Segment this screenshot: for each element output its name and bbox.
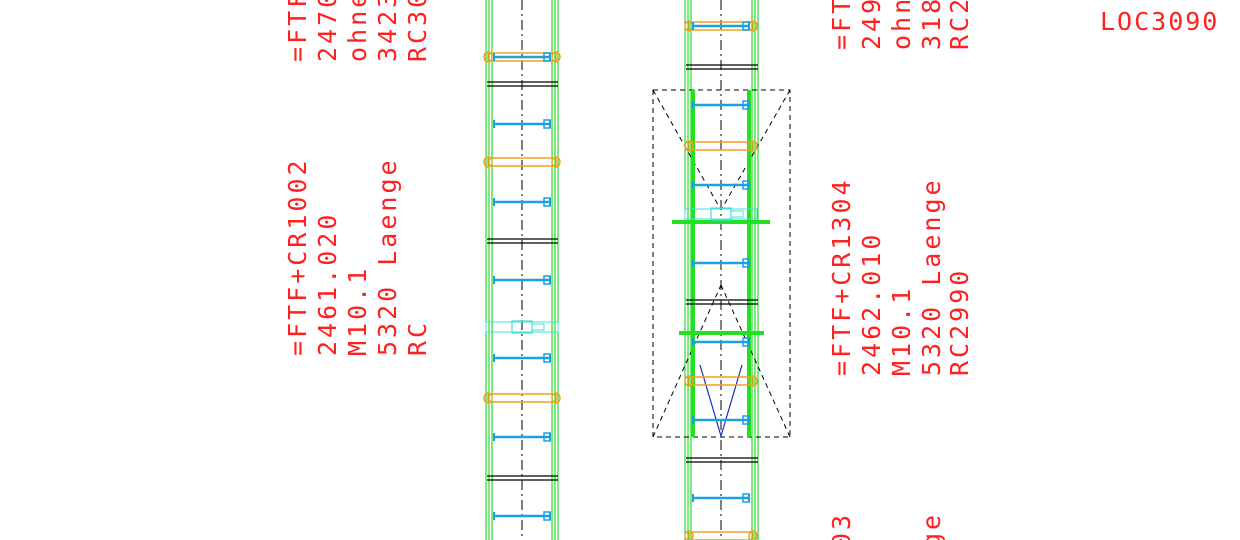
label-left-mid-line4: 5320 Laenge bbox=[373, 157, 402, 356]
orange-roller-end bbox=[483, 51, 493, 63]
sensor-head bbox=[531, 323, 545, 331]
label-left-top-line5: RC30 bbox=[403, 0, 432, 62]
label-left-mid-line5: RC bbox=[403, 320, 432, 356]
label-left-mid-line3: M10.1 bbox=[343, 266, 372, 356]
label-right-top-line3: ohn bbox=[887, 0, 916, 50]
orange-roller-end bbox=[551, 51, 561, 63]
label-right-mid-line1: =FTF+CR1304 bbox=[827, 177, 856, 376]
orange-roller bbox=[487, 157, 557, 167]
orange-roller bbox=[688, 21, 754, 31]
orange-roller-end bbox=[483, 156, 493, 168]
frame-diagonal bbox=[652, 284, 722, 438]
label-right-bottom-line2: ge bbox=[917, 512, 946, 540]
label-right-top-line1: =FTF bbox=[827, 0, 856, 50]
conveyor-right bbox=[652, 0, 791, 540]
label-right-top-line4: 318 bbox=[917, 0, 946, 50]
orange-roller-end bbox=[684, 140, 694, 152]
orange-roller-end bbox=[684, 530, 694, 540]
sensor-outline bbox=[485, 321, 559, 333]
orange-roller-end bbox=[748, 140, 758, 152]
orange-roller-end bbox=[483, 392, 493, 404]
label-left-top-line3: ohne bbox=[343, 0, 372, 62]
chain-guide bbox=[699, 364, 743, 439]
orange-roller bbox=[487, 52, 557, 62]
orange-roller bbox=[688, 531, 754, 540]
label-left-mid-line2: 2461.020 bbox=[313, 212, 342, 356]
label-right-top-line5: RC2 bbox=[945, 0, 974, 50]
label-left-mid-line1: =FTF+CR1002 bbox=[283, 157, 312, 356]
orange-roller-end bbox=[684, 375, 694, 387]
label-right-mid-line3: M10.1 bbox=[887, 286, 916, 376]
label-left-top-line1: =FTF bbox=[283, 0, 312, 62]
transfer-frame bbox=[652, 89, 791, 438]
orange-roller-end bbox=[748, 530, 758, 540]
label-right-mid-line4: 5320 Laenge bbox=[917, 177, 946, 376]
label-right-bottom-line1: 03 bbox=[827, 512, 856, 540]
orange-roller bbox=[688, 141, 754, 151]
sensor-outline bbox=[684, 208, 758, 220]
conveyor-left bbox=[483, 0, 561, 540]
orange-roller bbox=[688, 376, 754, 386]
orange-roller-end bbox=[551, 392, 561, 404]
label-right-mid-line5: RC2990 bbox=[945, 268, 974, 376]
orange-roller-end bbox=[748, 375, 758, 387]
orange-roller-end bbox=[551, 156, 561, 168]
frame-diagonal bbox=[720, 284, 791, 438]
label-left-top-line4: 3423 bbox=[373, 0, 402, 62]
orange-roller bbox=[487, 393, 557, 403]
label-right-top-line2: 249 bbox=[857, 0, 886, 50]
location-label: LOC3090 bbox=[1100, 7, 1219, 36]
label-left-top-line2: 2470 bbox=[313, 0, 342, 62]
frame-diagonal bbox=[652, 89, 722, 211]
sensor-head bbox=[730, 210, 744, 218]
label-right-mid-line2: 2462.010 bbox=[857, 232, 886, 376]
